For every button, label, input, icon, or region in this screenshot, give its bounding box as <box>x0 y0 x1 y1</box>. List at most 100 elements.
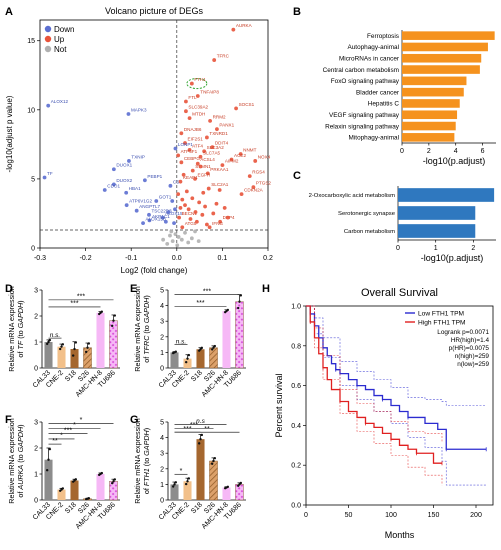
bar <box>196 349 205 368</box>
y-tick-label: 5 <box>160 288 164 295</box>
y-axis-label: Relative mRNA expressionof TFRC (to GAPD… <box>133 286 151 371</box>
replicate-point <box>226 308 230 312</box>
category-label: Ferroptosis <box>367 33 399 40</box>
replicate-point <box>110 324 114 328</box>
data-point <box>205 171 210 176</box>
replicate-point <box>100 310 104 313</box>
significance-label: n.s. <box>50 332 61 339</box>
x-tick-label: 0.1 <box>218 255 228 262</box>
bar <box>402 87 464 97</box>
gene-label: TFRC <box>217 54 230 59</box>
tfrc-expression-bar-chart: 0 1 2 3 4 5 Relative mRNA expressionof TFRC (t… <box>133 286 246 399</box>
gene-label: FTL <box>188 95 197 100</box>
gene-label: ATP6V1G2 <box>129 199 152 204</box>
data-point <box>142 178 147 183</box>
data-point <box>179 131 184 136</box>
gene-label: ANGPTL7 <box>139 204 160 209</box>
category-label: S18 <box>190 369 204 383</box>
data-point <box>178 179 183 184</box>
data-point <box>183 203 187 208</box>
category-label: Serotonergic synapse <box>338 211 396 217</box>
significance-label: ** <box>204 426 210 433</box>
y-axis-label: -log10(adjust p value) <box>5 95 14 172</box>
category-label: S18 <box>190 501 204 515</box>
bar <box>170 352 179 368</box>
data-point <box>187 147 192 152</box>
significance-label: * <box>73 422 76 429</box>
data-point <box>189 236 194 241</box>
gene-label: NOX4 <box>258 154 271 159</box>
y-axis-label-part: ) <box>142 428 151 430</box>
x-axis-label: Months <box>385 530 415 540</box>
y-axis-label-gene: TF <box>16 340 25 349</box>
significance-label: n.s. <box>176 338 187 345</box>
kegg-up-bar-chart: Ferroptosis Autophagy-animal MicroRNAs in … <box>323 30 496 166</box>
data-point <box>173 146 178 151</box>
significance-label: * <box>60 433 63 440</box>
x-tick-label: -0.2 <box>80 255 92 262</box>
y-tick-label: 0.2 <box>291 463 301 470</box>
y-axis-label-line-2: of <box>16 490 25 498</box>
kegg-down-bar-chart: 2-Oxocarboxylic acid metabolism Serotoner… <box>309 186 496 263</box>
replicate-point <box>213 344 217 348</box>
data-point <box>198 154 203 159</box>
y-axis-label: Percent survival <box>274 373 284 437</box>
legend-dot <box>44 25 52 33</box>
replicate-point <box>84 350 88 354</box>
bar <box>57 346 66 368</box>
bar <box>183 358 192 368</box>
data-point <box>184 189 189 194</box>
plot-frame <box>305 305 494 506</box>
tf-expression-bar-chart: 0 1 2 3 Relative mRNA expressionof TF (to GA… <box>7 286 120 399</box>
bar <box>44 342 53 368</box>
bar <box>398 224 476 238</box>
y-tick-label: 1 <box>34 472 38 479</box>
significance-label: * <box>180 468 183 475</box>
gene-label: DUOX1 <box>116 163 132 168</box>
y-axis-label-line-2: of <box>142 355 151 363</box>
gene-label: PANX1 <box>219 123 234 128</box>
x-tick-label: 1 <box>434 245 438 252</box>
data-point <box>200 212 205 217</box>
chart-title: Overall Survival <box>361 287 438 299</box>
bar <box>57 489 66 500</box>
panel-label-e: E <box>130 283 138 295</box>
gene-label: ALOX12 <box>51 99 69 104</box>
gene-label: DDIT4 <box>215 141 229 146</box>
y-tick-label: 0.4 <box>291 423 301 430</box>
data-point <box>217 188 222 192</box>
gene-label: LONP1 <box>178 142 194 147</box>
replicate-point <box>239 294 243 297</box>
y-axis-label-part: ) <box>142 295 151 297</box>
panel-label-h: H <box>262 283 270 295</box>
gene-label: ACE2 <box>234 153 246 158</box>
replicate-point <box>45 342 49 346</box>
y-axis-label-ref: GAPDH <box>16 302 25 328</box>
data-point <box>211 211 216 216</box>
y-tick-label: 3 <box>34 288 38 295</box>
data-point <box>126 112 131 116</box>
data-point <box>178 206 183 210</box>
gene-label: RRM2 <box>213 114 226 119</box>
bar <box>44 459 53 500</box>
bar <box>70 349 79 368</box>
y-axis-label-part: (to <box>16 328 25 340</box>
replicate-point <box>71 354 75 357</box>
bar <box>398 188 495 202</box>
data-point <box>184 109 188 114</box>
gene-label: MTDH <box>192 112 205 117</box>
fth1-expression-bar-chart: 0 1 2 3 4 5 Relative mRNA expressionof FTH1 (t… <box>133 418 246 531</box>
volcano-plot: Volcano picture of DEGs -0.3 -0.2 -0.1 0.0 0.… <box>5 6 273 275</box>
y-tick-label: 0.6 <box>291 383 301 390</box>
plot-frame <box>39 19 269 249</box>
significance-label: *** <box>77 294 85 301</box>
data-point <box>189 81 194 86</box>
replicate-point <box>186 357 189 360</box>
y-tick-label: 2 <box>160 466 164 473</box>
y-tick-label: 0 <box>34 366 38 373</box>
replicate-point <box>87 497 91 500</box>
replicate-point <box>200 346 204 350</box>
data-point <box>183 141 187 145</box>
gene-label: ATG5 <box>185 221 197 226</box>
legend-label: Down <box>54 25 74 34</box>
